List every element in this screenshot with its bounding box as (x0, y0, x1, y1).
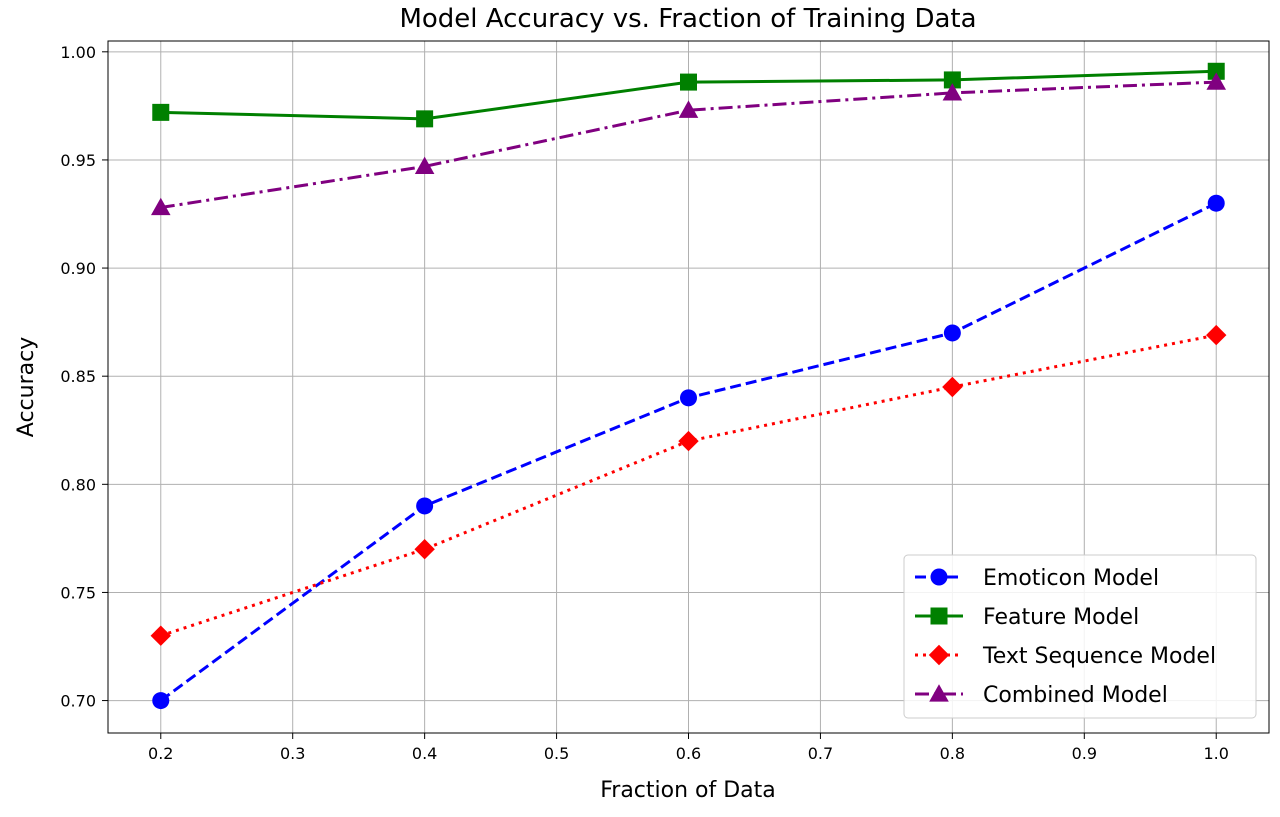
x-tick-label: 0.4 (412, 744, 437, 763)
x-tick-label: 0.9 (1072, 744, 1097, 763)
text-sequence-model-point (150, 625, 171, 646)
text-sequence-model-point (942, 376, 963, 398)
legend-item-combined-model: Combined Model (915, 683, 1168, 708)
emoticon-model-point (680, 389, 697, 407)
feature-model-point (943, 71, 961, 89)
emoticon-model-point (416, 497, 434, 515)
legend-label: Text Sequence Model (982, 644, 1216, 669)
legend-item-text-sequence-model: Text Sequence Model (915, 644, 1216, 669)
x-tick-label: 0.7 (808, 744, 833, 763)
combined-model-point (150, 197, 171, 216)
combined-model-point (1206, 72, 1227, 90)
series-feature-model (152, 62, 1225, 128)
x-axis-label: Fraction of Data (600, 778, 776, 803)
combined-model-point (942, 83, 963, 101)
combined-model-point (414, 156, 435, 175)
x-tick-label: 0.2 (148, 744, 173, 763)
legend-item-feature-model: Feature Model (915, 605, 1139, 630)
y-tick-label: 0.80 (60, 475, 96, 494)
chart-title: Model Accuracy vs. Fraction of Training … (399, 4, 976, 34)
text-sequence-model-point (678, 430, 699, 452)
x-tick-label: 0.8 (940, 744, 965, 763)
feature-model-point (152, 103, 170, 121)
y-tick-label: 0.90 (60, 259, 96, 278)
y-tick-label: 0.75 (60, 583, 96, 602)
y-tick-label: 0.95 (60, 151, 96, 170)
legend: Emoticon Model Feature Model Text Sequence… (903, 554, 1257, 719)
legend-item-emoticon-model: Emoticon Model (915, 566, 1159, 591)
emoticon-model-point (1207, 194, 1225, 212)
series-group (150, 62, 1227, 710)
legend-label: Combined Model (983, 683, 1168, 708)
legend-marker (928, 644, 950, 666)
x-tick-label: 0.5 (544, 744, 569, 763)
text-sequence-model-point (414, 538, 435, 560)
combined-model-point (678, 100, 699, 118)
x-tick-label: 0.3 (280, 744, 305, 763)
x-tick-label: 1.0 (1204, 744, 1229, 763)
series-emoticon-model (152, 194, 1225, 710)
legend-box (903, 554, 1257, 719)
y-axis-label: Accuracy (14, 337, 39, 437)
legend-marker (930, 607, 948, 625)
emoticon-model-point (943, 324, 961, 342)
emoticon-model-point (152, 692, 170, 710)
feature-model-point (1207, 62, 1225, 80)
series-text-sequence-model (150, 324, 1227, 646)
series-combined-model (150, 72, 1227, 216)
legend-marker (930, 568, 948, 586)
text-sequence-model-point (1206, 324, 1227, 346)
feature-model-point (680, 73, 697, 91)
y-tick-label: 0.85 (60, 367, 96, 386)
y-tick-label: 1.00 (60, 43, 96, 62)
legend-label: Emoticon Model (983, 566, 1159, 591)
x-tick-label: 0.6 (676, 744, 701, 763)
y-tick-label: 0.70 (60, 692, 96, 711)
legend-marker (929, 684, 949, 702)
axis-ticks: 0.2 0.3 0.4 0.5 0.6 0.7 0.8 0.9 1.0 0.70 0.75 0.80 0… (60, 43, 1229, 763)
legend-items: Emoticon Model Feature Model Text Sequence… (915, 566, 1216, 708)
legend-label: Feature Model (983, 605, 1139, 630)
feature-model-point (416, 110, 434, 128)
